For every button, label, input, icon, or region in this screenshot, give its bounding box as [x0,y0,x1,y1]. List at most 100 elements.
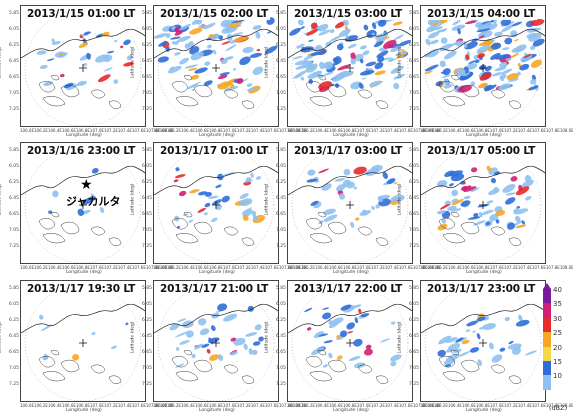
radar-echo [220,172,235,177]
y-tick-label: 7.05 [408,366,419,371]
radar-echo [252,341,261,346]
x-tick-row: 106.0E 106.2E 106.4E 106.6E 106.8E 107.0E 107.… [420,265,573,271]
radar-echo [217,303,228,312]
radar-echo [209,354,220,361]
radar-echo [254,324,262,331]
panel-title: 2013/1/17 05:00 LT [425,145,538,157]
radar-echo [175,363,185,368]
radar-echo [48,210,53,214]
coastline [421,165,545,196]
y-tick-label: 7.05 [8,91,19,96]
radar-echo [530,59,542,68]
x-tick-label: 107.0E [222,265,237,270]
radar-echo [229,20,242,28]
x-tick-label: 106.4E [447,128,462,133]
radar-echo [86,52,91,60]
x-tick-label: 107.6E [531,265,546,270]
radar-echo [198,24,208,28]
x-tick-label: 107.2E [370,403,385,408]
radar-echo [165,33,171,38]
radar-echo [230,351,238,356]
radar-echo [308,39,314,42]
radar-echo [427,49,439,58]
radar-echo [430,39,439,45]
radar-echo [461,339,470,345]
x-tick-label: 108.0E [559,128,573,133]
radar-map [21,284,145,401]
colorbar-swatch [543,303,551,318]
y-tick-label: 7.25 [408,382,419,387]
x-tick-label: 107.2E [503,128,518,133]
x-tick-label: 107.4E [250,265,265,270]
radar-echo [264,45,278,55]
radar-echo [330,83,335,87]
radar-echo [495,210,506,217]
radar-echo [336,43,344,51]
y-axis-label: Latitude (deg) [264,183,270,216]
terrain-contour [327,359,347,373]
radar-echo [184,64,199,69]
y-tick-label: 6.45 [8,334,19,339]
x-tick-label: 107.8E [278,403,293,408]
radar-echo [382,172,388,179]
x-tick-label: 107.4E [517,403,532,408]
radar-echo [46,58,55,61]
radar-echo [91,168,99,174]
y-tick-label: 5.85 [275,148,286,153]
colorbar-swatch [543,346,551,361]
radar-map [288,284,412,401]
radar-echo [248,348,253,355]
terrain-contour [42,233,66,244]
radar-echo [510,30,518,38]
x-tick-label: 107.6E [264,265,279,270]
x-tick-row: 106.0E 106.2E 106.4E 106.6E 106.8E 107.0E 107.… [153,265,307,271]
radar-echo [221,195,230,203]
radar-echo [295,64,310,70]
y-tick-label: 6.25 [275,180,286,185]
x-axis-label: Longitude (deg) [466,270,502,275]
x-tick-label: 107.4E [250,128,265,133]
radar-echo [255,31,261,39]
x-tick-label: 107.6E [531,128,546,133]
terrain-contour [108,375,122,384]
x-tick-label: 107.2E [103,265,118,270]
radar-echo [224,86,239,91]
y-tick-label: 7.25 [8,107,19,112]
radar-echo [208,337,220,344]
radar-echo [490,177,497,184]
radar-site-cross [212,201,220,209]
terrain-contour [60,84,80,98]
radar-echo [507,222,516,230]
x-tick-label: 107.6E [131,403,146,408]
y-tick-label: 7.05 [275,91,286,96]
radar-range-ring [424,284,542,401]
x-tick-label: 106.8E [75,265,90,270]
radar-map [288,146,412,263]
radar-echo [187,83,199,90]
x-tick-label: 106.0E [420,403,434,408]
radar-map [288,9,412,126]
radar-echo [465,63,478,70]
radar-echo [504,37,513,45]
x-tick-label: 106.0E [20,403,34,408]
radar-echo [169,36,181,40]
radar-echo [485,221,491,226]
radar-echo [362,209,367,216]
radar-echo [298,18,304,26]
y-axis-label: Latitude (deg) [397,46,403,79]
radar-echo [511,21,523,27]
terrain-contour [183,349,193,356]
radar-echo [217,74,228,80]
y-tick-label: 5.85 [141,148,152,153]
radar-echo [191,354,196,359]
radar-echo [59,53,63,56]
y-tick-label: 6.65 [275,350,286,355]
radar-echo [197,191,208,196]
radar-echo [502,183,516,193]
radar-echo [517,71,521,76]
radar-echo [251,210,257,217]
radar-echo [174,41,179,45]
colorbar-label: 10 [553,372,562,381]
panel-title: 2013/1/15 01:00 LT [25,8,138,20]
coastline [21,303,145,334]
